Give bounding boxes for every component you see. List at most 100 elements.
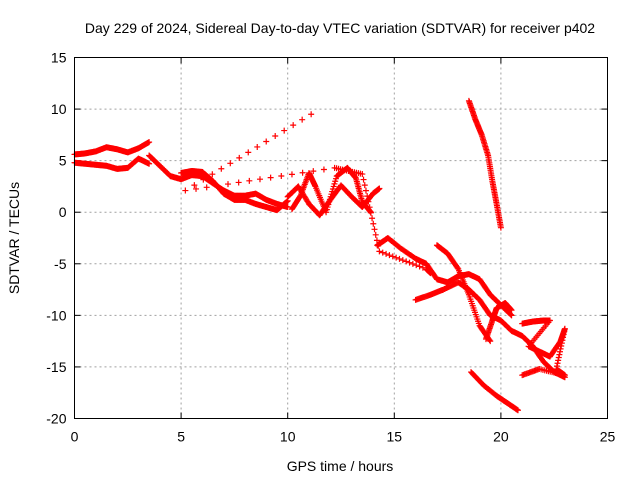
y-tick-label: 15 — [51, 50, 67, 66]
data-point — [519, 372, 526, 379]
data-point — [288, 171, 295, 178]
data-point — [283, 198, 290, 205]
data-point — [487, 338, 494, 345]
plot-frame — [74, 57, 608, 419]
series-track-j — [468, 369, 521, 414]
data-point — [310, 168, 317, 175]
data-point — [389, 253, 396, 260]
series-track-b — [178, 167, 291, 214]
data-point — [364, 193, 371, 200]
x-tick-label: 25 — [600, 429, 616, 445]
series-track-a — [146, 152, 291, 211]
x-tick-labels: 0 5 10 15 20 25 — [71, 429, 616, 445]
data-point — [508, 312, 515, 319]
data-point — [393, 254, 400, 261]
data-point — [191, 182, 198, 189]
x-tick-label: 15 — [387, 429, 403, 445]
data-point — [557, 345, 564, 352]
series-track-e — [374, 235, 515, 319]
data-point — [375, 242, 382, 249]
data-point — [361, 182, 368, 189]
data-point — [427, 270, 434, 277]
data-point — [227, 160, 234, 167]
y-tick-label: -15 — [46, 359, 66, 375]
data-point — [359, 171, 366, 178]
data-point — [225, 181, 232, 188]
data-point — [209, 171, 216, 178]
data-point — [416, 263, 423, 270]
data-point — [281, 127, 288, 134]
data-point — [558, 340, 565, 347]
data-point — [399, 257, 406, 264]
series-track-lower-early — [71, 155, 153, 172]
data-point — [367, 209, 374, 216]
data-point — [558, 343, 565, 350]
data-point — [554, 360, 561, 367]
data-point — [373, 237, 380, 244]
data-point — [263, 138, 270, 145]
data-point — [406, 259, 413, 266]
data-point — [214, 182, 221, 189]
series-track-k — [519, 317, 568, 379]
data-point — [267, 174, 274, 181]
data-point — [371, 226, 378, 233]
data-point — [146, 160, 153, 167]
data-point — [556, 351, 563, 358]
data-point — [379, 249, 386, 256]
x-tick-label: 5 — [177, 429, 185, 445]
data-point — [419, 264, 426, 271]
y-tick-label: -20 — [46, 411, 66, 427]
data-point — [560, 334, 567, 341]
data-point — [486, 337, 493, 344]
data-point — [366, 204, 373, 211]
data-point — [370, 220, 377, 227]
data-point — [236, 154, 243, 161]
data-point — [308, 111, 315, 118]
data-point — [413, 262, 420, 269]
y-tick-label: 0 — [59, 204, 67, 220]
data-point — [559, 337, 566, 344]
data-point — [409, 260, 416, 267]
data-point — [365, 198, 372, 205]
data-point — [383, 250, 390, 257]
data-point — [560, 331, 567, 338]
y-tick-label: 10 — [51, 101, 67, 117]
data-point — [193, 185, 200, 192]
data-point — [246, 177, 253, 184]
data-point — [556, 348, 563, 355]
data-point — [386, 252, 393, 259]
series-isolated — [182, 111, 434, 277]
data-point — [203, 184, 210, 191]
data-point — [396, 255, 403, 262]
axis-ticks — [74, 57, 608, 419]
data-point — [320, 166, 327, 173]
data-point — [376, 185, 383, 192]
data-point — [372, 231, 379, 238]
data-point — [508, 307, 515, 314]
data-point — [362, 187, 369, 194]
data-point — [367, 208, 374, 215]
data-point — [376, 248, 383, 255]
x-tick-label: 0 — [71, 429, 79, 445]
data-point — [200, 176, 207, 183]
data-point — [369, 215, 376, 222]
x-tick-label: 20 — [493, 429, 509, 445]
data-point — [299, 169, 306, 176]
data-point — [299, 116, 306, 123]
data-point — [254, 143, 261, 150]
data-point — [146, 139, 153, 146]
data-point — [514, 407, 521, 414]
y-tick-labels: -20 -15 -10 -5 0 5 10 15 — [46, 50, 66, 427]
data-point — [360, 176, 367, 183]
x-tick-label: 10 — [280, 429, 296, 445]
y-tick-label: -5 — [54, 256, 67, 272]
data-point — [403, 258, 410, 265]
y-axis-label: SDTVAR / TECUs — [6, 182, 22, 294]
series-track-i — [465, 97, 504, 231]
grid — [74, 57, 608, 419]
data-point — [284, 204, 291, 211]
y-tick-label: 5 — [59, 153, 67, 169]
data-point — [218, 165, 225, 172]
data-point — [245, 149, 252, 156]
